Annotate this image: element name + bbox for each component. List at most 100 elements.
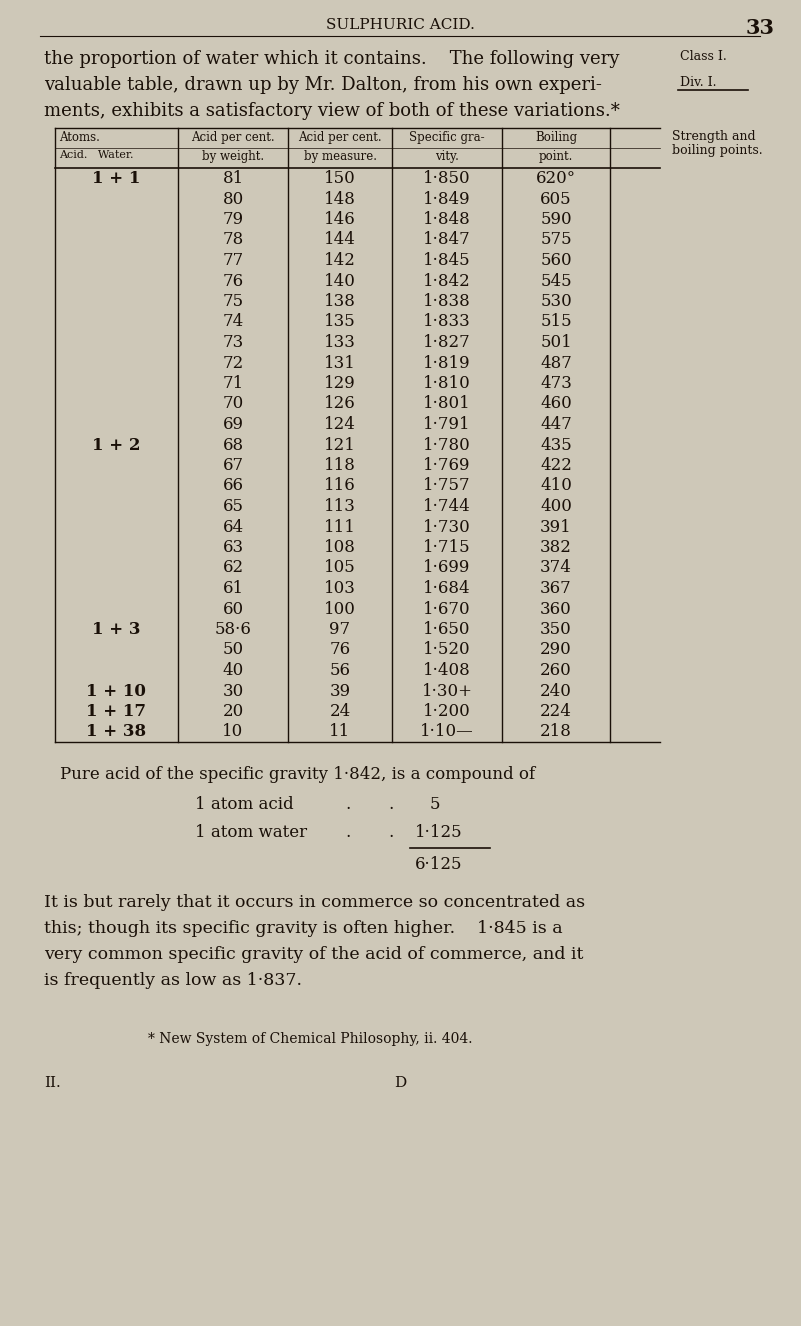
Text: Specific gra-: Specific gra-: [409, 131, 485, 145]
Text: by weight.: by weight.: [202, 150, 264, 163]
Text: 435: 435: [540, 436, 572, 453]
Text: ments, exhibits a satisfactory view of both of these variations.*: ments, exhibits a satisfactory view of b…: [44, 102, 620, 119]
Text: 64: 64: [223, 518, 244, 536]
Text: 50: 50: [223, 642, 244, 659]
Text: 447: 447: [540, 416, 572, 434]
Text: valuable table, drawn up by Mr. Dalton, from his own experi-: valuable table, drawn up by Mr. Dalton, …: [44, 76, 602, 94]
Text: 1·684: 1·684: [423, 579, 471, 597]
Text: 545: 545: [540, 273, 572, 289]
Text: .: .: [388, 823, 393, 841]
Text: 142: 142: [324, 252, 356, 269]
Text: 79: 79: [223, 211, 244, 228]
Text: 60: 60: [223, 601, 244, 618]
Text: 1 + 38: 1 + 38: [86, 724, 146, 740]
Text: 1·125: 1·125: [415, 823, 463, 841]
Text: 69: 69: [223, 416, 244, 434]
Text: 382: 382: [540, 538, 572, 556]
Text: It is but rarely that it occurs in commerce so concentrated as: It is but rarely that it occurs in comme…: [44, 894, 585, 911]
Text: 1 + 2: 1 + 2: [92, 436, 140, 453]
Text: 1·670: 1·670: [423, 601, 471, 618]
Text: 129: 129: [324, 375, 356, 392]
Text: 473: 473: [540, 375, 572, 392]
Text: point.: point.: [539, 150, 574, 163]
Text: 367: 367: [540, 579, 572, 597]
Text: 1·819: 1·819: [423, 354, 471, 371]
Text: 124: 124: [324, 416, 356, 434]
Text: Div. I.: Div. I.: [680, 76, 717, 89]
Text: 1·200: 1·200: [423, 703, 471, 720]
Text: D: D: [394, 1075, 406, 1090]
Text: 39: 39: [329, 683, 351, 700]
Text: 1·791: 1·791: [423, 416, 471, 434]
Text: 1·838: 1·838: [423, 293, 471, 310]
Text: * New System of Chemical Philosophy, ii. 404.: * New System of Chemical Philosophy, ii.…: [148, 1032, 473, 1046]
Text: 61: 61: [223, 579, 244, 597]
Text: 68: 68: [223, 436, 244, 453]
Text: is frequently as low as 1·837.: is frequently as low as 1·837.: [44, 972, 302, 989]
Text: 590: 590: [540, 211, 572, 228]
Text: .: .: [345, 823, 350, 841]
Text: 138: 138: [324, 293, 356, 310]
Text: 20: 20: [223, 703, 244, 720]
Text: Atoms.: Atoms.: [59, 131, 100, 145]
Text: 63: 63: [223, 538, 244, 556]
Text: 1·810: 1·810: [423, 375, 471, 392]
Text: 24: 24: [329, 703, 351, 720]
Text: 97: 97: [329, 621, 351, 638]
Text: 1·650: 1·650: [423, 621, 471, 638]
Text: 374: 374: [540, 560, 572, 577]
Text: 1·520: 1·520: [423, 642, 471, 659]
Text: 78: 78: [223, 232, 244, 248]
Text: Acid per cent.: Acid per cent.: [191, 131, 275, 145]
Text: boiling points.: boiling points.: [672, 145, 763, 156]
Text: 72: 72: [223, 354, 244, 371]
Text: 116: 116: [324, 477, 356, 495]
Text: 67: 67: [223, 457, 244, 473]
Text: 33: 33: [746, 19, 775, 38]
Text: 118: 118: [324, 457, 356, 473]
Text: 56: 56: [329, 662, 351, 679]
Text: 11: 11: [329, 724, 351, 740]
Text: 1·842: 1·842: [423, 273, 471, 289]
Text: 1 + 10: 1 + 10: [86, 683, 146, 700]
Text: 1·757: 1·757: [423, 477, 471, 495]
Text: 1·30+: 1·30+: [421, 683, 473, 700]
Text: 103: 103: [324, 579, 356, 597]
Text: 30: 30: [223, 683, 244, 700]
Text: vity.: vity.: [435, 150, 459, 163]
Text: 391: 391: [540, 518, 572, 536]
Text: 70: 70: [223, 395, 244, 412]
Text: Pure acid of the specific gravity 1·842, is a compound of: Pure acid of the specific gravity 1·842,…: [60, 766, 535, 782]
Text: 150: 150: [324, 170, 356, 187]
Text: 62: 62: [223, 560, 244, 577]
Text: 1·769: 1·769: [423, 457, 471, 473]
Text: 74: 74: [223, 313, 244, 330]
Text: 121: 121: [324, 436, 356, 453]
Text: Boiling: Boiling: [535, 131, 577, 145]
Text: 530: 530: [540, 293, 572, 310]
Text: this; though its specific gravity is often higher.    1·845 is a: this; though its specific gravity is oft…: [44, 920, 562, 937]
Text: 1·801: 1·801: [423, 395, 471, 412]
Text: 1 + 17: 1 + 17: [86, 703, 146, 720]
Text: 5: 5: [430, 796, 441, 813]
Text: 144: 144: [324, 232, 356, 248]
Text: 140: 140: [324, 273, 356, 289]
Text: 77: 77: [223, 252, 244, 269]
Text: 71: 71: [223, 375, 244, 392]
Text: 1·849: 1·849: [423, 191, 471, 207]
Text: 1·848: 1·848: [423, 211, 471, 228]
Text: very common specific gravity of the acid of commerce, and it: very common specific gravity of the acid…: [44, 945, 583, 963]
Text: 560: 560: [540, 252, 572, 269]
Text: 105: 105: [324, 560, 356, 577]
Text: 1·408: 1·408: [423, 662, 471, 679]
Text: by measure.: by measure.: [304, 150, 376, 163]
Text: 131: 131: [324, 354, 356, 371]
Text: 146: 146: [324, 211, 356, 228]
Text: 240: 240: [540, 683, 572, 700]
Text: 515: 515: [540, 313, 572, 330]
Text: 605: 605: [540, 191, 572, 207]
Text: 1·827: 1·827: [423, 334, 471, 351]
Text: 133: 133: [324, 334, 356, 351]
Text: 126: 126: [324, 395, 356, 412]
Text: 218: 218: [540, 724, 572, 740]
